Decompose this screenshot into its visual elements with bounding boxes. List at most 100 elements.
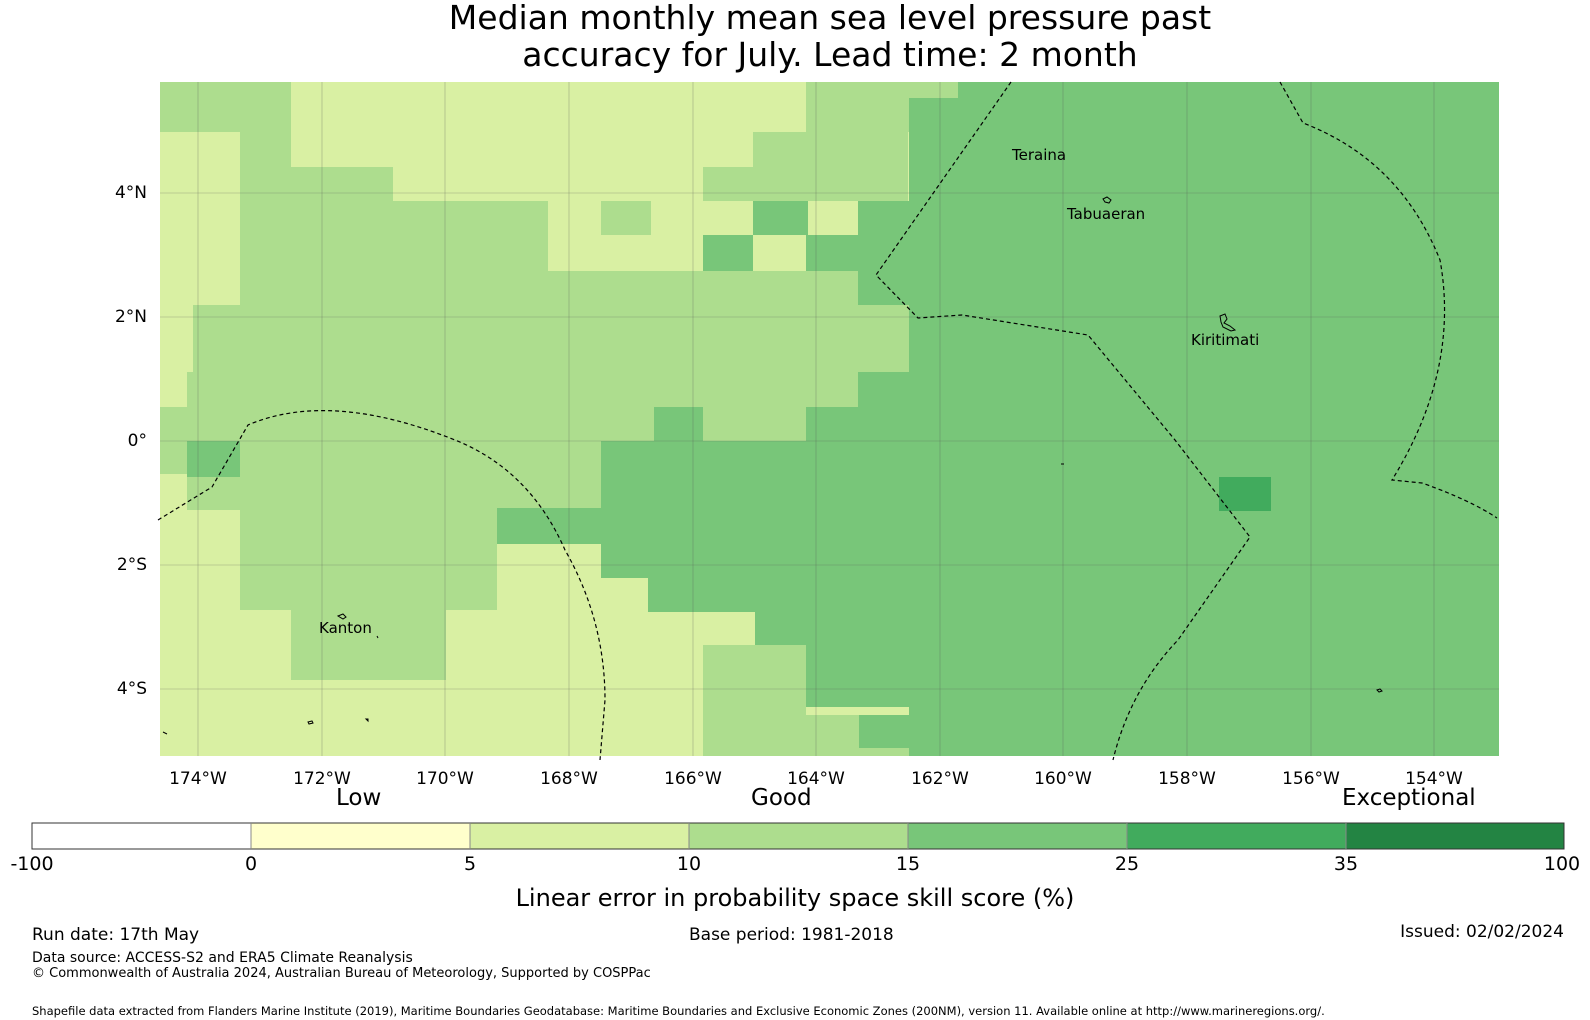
lon-tick-172W: 172°W (293, 769, 351, 789)
skill-cell-region (648, 578, 806, 612)
skill-cell-region (703, 407, 806, 441)
skill-cell-region (240, 167, 393, 201)
run-date: Run date: 17th May (32, 925, 200, 945)
colorbar-group-exceptional: Exceptional (1342, 785, 1476, 811)
lon-tick-158W: 158°W (1158, 769, 1216, 789)
lat-tick-4N: 4°N (115, 183, 147, 203)
skill-cell-region (753, 132, 908, 167)
colorbar-segment-5-10 (470, 823, 689, 849)
map-title-line-2: accuracy for July. Lead time: 2 month (522, 35, 1138, 74)
lon-tick-164W: 164°W (787, 769, 845, 789)
skill-cell-region (496, 612, 647, 652)
colorbar-tick-10: 10 (676, 853, 702, 875)
skill-cell-region (446, 645, 708, 756)
lat-tick-4S: 4°S (117, 679, 147, 699)
island-small-2 (364, 718, 369, 723)
skill-cell-region (160, 82, 291, 132)
colorbar-segment-10-15 (689, 823, 908, 849)
colorbar-title: Linear error in probability space skill … (515, 884, 1075, 912)
colorbar-group-low: Low (336, 785, 382, 811)
colorbar-group-good: Good (751, 785, 812, 811)
skill-cell-region (858, 271, 909, 305)
eez-boundary-line-islands-north (875, 81, 1251, 761)
skill-cell-region (806, 235, 858, 271)
skill-cell-region (755, 612, 806, 645)
skill-cell-region (1219, 477, 1271, 511)
base-period: Base period: 1981-2018 (689, 925, 894, 945)
skill-cell-region (858, 166, 908, 201)
colorbar-tick-0: 0 (244, 853, 258, 875)
colorbar-tick-35: 35 (1333, 853, 1359, 875)
graticule (160, 82, 1499, 756)
lon-tick-160W: 160°W (1034, 769, 1092, 789)
skill-cell-region (753, 201, 808, 235)
place-label-kiritimati: Kiritimati (1191, 331, 1259, 349)
skill-cell-region (240, 508, 497, 610)
skill-cell-region (160, 474, 187, 754)
eez-boundaries (157, 81, 1498, 761)
lon-tick-168W: 168°W (540, 769, 598, 789)
skill-cell-region (497, 508, 601, 544)
eez-boundary-kanton (157, 410, 606, 761)
skill-cell-region (291, 82, 806, 167)
lat-tick-0: 0° (128, 431, 147, 451)
colorbar-tick-25: 25 (1114, 853, 1140, 875)
shapefile-credit: Shapefile data extracted from Flanders M… (32, 1004, 1325, 1018)
skill-cell-region (548, 305, 909, 407)
colorbar-tick-neg100: -100 (10, 853, 54, 875)
skill-cell-region (187, 372, 548, 409)
skill-grid (160, 82, 1499, 756)
skill-cell-region (808, 82, 958, 98)
skill-cell-region (240, 201, 293, 305)
place-label-kanton: Kanton (319, 619, 372, 637)
lon-tick-162W: 162°W (911, 769, 969, 789)
lon-tick-156W: 156°W (1282, 769, 1340, 789)
skill-cell-region (703, 235, 753, 271)
skill-cell-region (393, 167, 703, 201)
skill-cell-region (858, 201, 909, 271)
island-tabuaeran-outline (1102, 196, 1112, 204)
skill-cell-region (187, 441, 240, 477)
lon-tick-170W: 170°W (416, 769, 474, 789)
colorbar-segment-neg100-0 (32, 823, 251, 849)
island-kanton-outline (336, 613, 347, 620)
skill-cell-region (909, 98, 1499, 756)
lat-tick-2S: 2°S (117, 555, 147, 575)
skill-cell-region (548, 271, 909, 305)
skill-cell-region (859, 748, 909, 756)
skill-cell-region (291, 610, 446, 680)
skill-cell-region (858, 372, 909, 407)
island-small-3 (1376, 688, 1383, 693)
skill-cell-region (160, 372, 187, 407)
place-label-teraina: Teraina (1011, 146, 1066, 164)
skill-cell-region (187, 508, 240, 754)
copyright: © Commonwealth of Australia 2024, Austra… (32, 966, 651, 981)
colorbar-segment-0-5 (251, 823, 470, 849)
colorbar-tick-5: 5 (463, 853, 477, 875)
skill-cell-region (806, 715, 859, 756)
skill-cell-region (291, 201, 548, 305)
colorbar-segment-15-25 (908, 823, 1127, 849)
colorbar-outline (31, 822, 1565, 850)
island-small-4 (162, 731, 168, 735)
skill-cell-region (601, 407, 654, 441)
island-small-6 (376, 635, 379, 639)
skill-cell-region (703, 645, 806, 756)
place-label-tabuaeran: Tabuaeran (1066, 205, 1145, 223)
skill-cell-region (654, 407, 703, 441)
map-title-line-1: Median monthly mean sea level pressure p… (448, 0, 1212, 37)
skill-cell-region (187, 474, 601, 510)
skill-cell-region (240, 132, 291, 172)
skill-cell-region (958, 82, 1499, 102)
skill-cell-region (193, 305, 548, 375)
data-source: Data source: ACCESS-S2 and ERA5 Climate … (32, 950, 413, 966)
skill-cell-region (548, 578, 648, 618)
colorbar-tick-15: 15 (895, 853, 921, 875)
island-small-1 (307, 720, 314, 725)
skill-cell-region (806, 407, 909, 707)
skill-cell-region (601, 441, 806, 578)
lon-tick-174W: 174°W (169, 769, 227, 789)
islands (162, 196, 1383, 735)
skill-cell-region (291, 680, 446, 756)
